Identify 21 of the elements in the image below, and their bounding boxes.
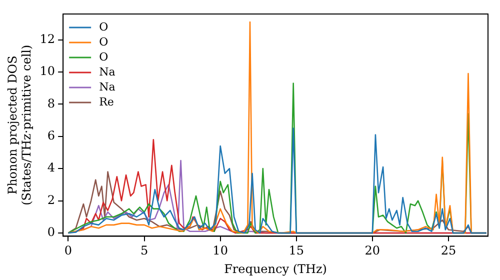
legend-label: O (99, 50, 108, 64)
legend-label: Re (99, 95, 114, 108)
x-tick-label: 5 (140, 244, 148, 258)
x-tick-label: 10 (212, 244, 228, 258)
y-tick-label: 6 (47, 128, 56, 142)
x-axis-title: Frequency (THz) (224, 262, 327, 276)
x-tick-label: 20 (364, 244, 380, 258)
legend-label: O (99, 35, 108, 48)
y-tick-label: 10 (40, 64, 56, 78)
legend-label: Na (99, 80, 116, 94)
x-tick-label: 25 (440, 244, 456, 258)
y-tick-label: 0 (47, 225, 56, 240)
legend-label: Na (99, 65, 116, 78)
x-tick-label: 15 (288, 244, 304, 258)
y-tick-label: 12 (40, 32, 56, 46)
x-tick-label: 0 (64, 244, 72, 258)
legend-label: O (99, 20, 108, 34)
y-tick-label: 8 (47, 96, 56, 110)
y-axis-title: Phonon projected DOS (States/THz·primitive cell) (5, 44, 34, 206)
y-tick-label: 4 (47, 160, 56, 175)
y-tick-label: 2 (47, 192, 56, 207)
